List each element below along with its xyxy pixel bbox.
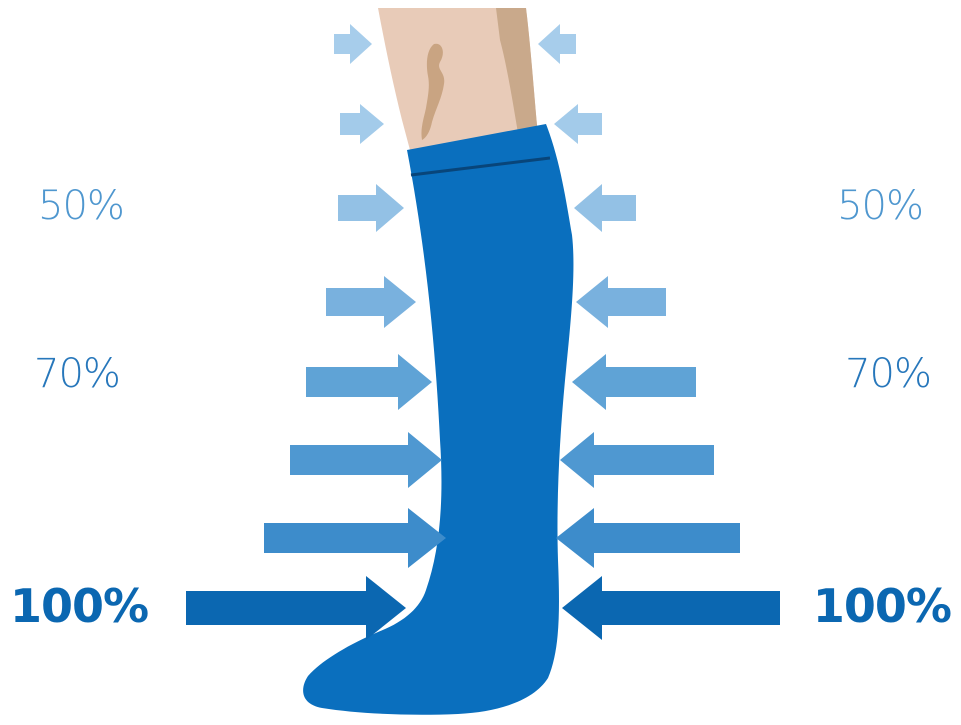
knee-fold [508,58,520,122]
compression-sock [303,124,574,715]
arrow-right-icon [264,508,446,568]
arrows-left [186,24,446,640]
arrow-left-icon [556,508,740,568]
arrow-left-icon [554,104,602,144]
arrow-left-icon [576,276,666,328]
leg-shadow [496,8,540,145]
arrow-left-icon [560,432,714,488]
arrow-right-icon [186,576,406,640]
arrows-right [538,24,780,640]
vein-icon [421,43,445,140]
sock-body [303,124,574,715]
arrow-left-icon [572,354,696,410]
label-right-100: 100% [812,579,952,633]
arrow-left-icon [574,184,636,232]
label-right-70: 70% [845,351,932,397]
leg [378,8,545,150]
arrow-right-icon [326,276,416,328]
arrow-right-icon [334,24,372,64]
arrow-left-icon [538,24,576,64]
arrow-right-icon [338,184,404,232]
label-left-50: 50% [38,183,125,229]
arrow-left-icon [562,576,780,640]
arrow-right-icon [340,104,384,144]
label-left-70: 70% [34,351,121,397]
sock-band-line [410,156,551,177]
arrow-right-icon [306,354,432,410]
arrow-right-icon [290,432,442,488]
label-right-50: 50% [837,183,924,229]
label-left-100: 100% [10,579,149,633]
